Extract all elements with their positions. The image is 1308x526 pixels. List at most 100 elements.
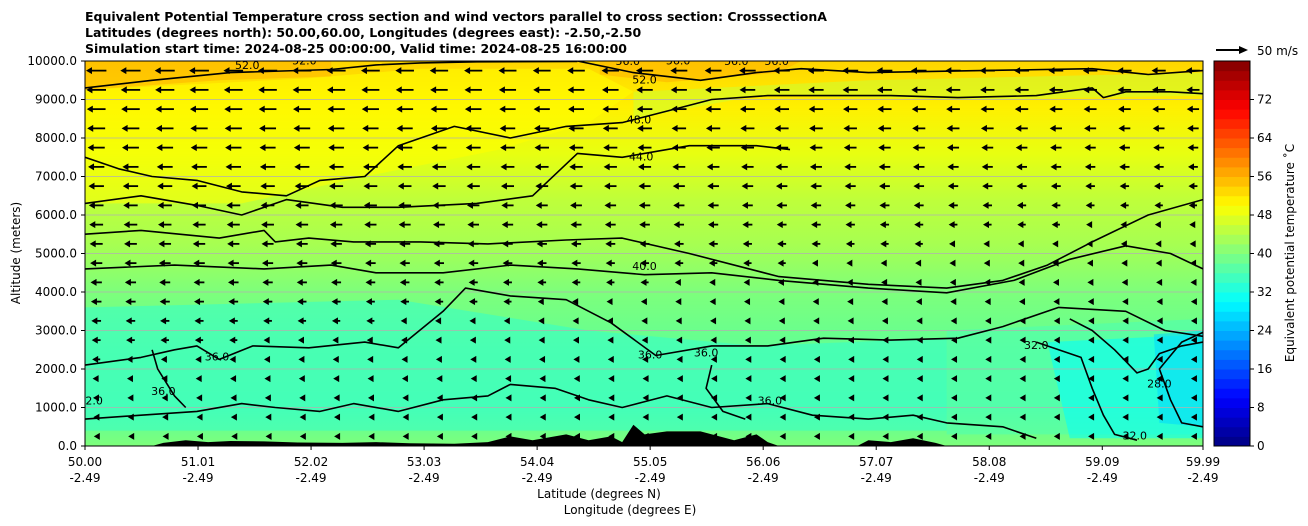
wind-vector: [569, 163, 583, 171]
wind-vector: [224, 124, 242, 132]
contour-label-5: 56.0: [764, 55, 789, 68]
wind-vector: [607, 355, 614, 363]
wind-vector: [1019, 413, 1026, 421]
wind-vector: [264, 355, 271, 363]
wind-vector: [1018, 259, 1025, 267]
wind-vector: [1052, 259, 1059, 267]
title-line-2: Latitudes (degrees north): 50.00,60.00, …: [85, 25, 642, 40]
x-tick-label-lon: -2.49: [861, 471, 892, 485]
colorbar-segment: [1214, 99, 1250, 110]
patch-56-mid: [599, 61, 802, 83]
wind-vector: [1190, 336, 1197, 344]
wind-vector: [230, 394, 237, 402]
contour-lines: [85, 61, 1203, 441]
wind-vector: [505, 432, 512, 440]
wind-vector: [1122, 317, 1129, 325]
wind-vector: [635, 67, 654, 75]
wind-vector: [602, 86, 619, 94]
wind-vector: [777, 240, 787, 248]
wind-vector: [1156, 375, 1163, 383]
wind-vector: [1122, 298, 1129, 306]
wind-vector: [536, 240, 547, 248]
wind-vector: [362, 124, 379, 132]
wind-vector: [813, 375, 820, 383]
wind-vector: [605, 259, 615, 267]
wind-vector: [950, 317, 957, 325]
wind-vector: [1188, 182, 1198, 190]
wind-vector: [671, 144, 686, 152]
wind-vector: [813, 432, 820, 440]
wind-vector: [844, 163, 857, 171]
wind-vector: [672, 163, 686, 171]
wind-vector: [191, 201, 207, 209]
wind-vector: [471, 394, 478, 402]
wind-vector: [916, 336, 923, 344]
wind-vector: [846, 278, 853, 286]
wind-vector: [984, 298, 991, 306]
wind-vector: [1050, 182, 1061, 190]
colorbar-segment: [1214, 70, 1250, 81]
wind-vector: [295, 240, 308, 248]
wind-vector: [876, 67, 893, 75]
wind-vector: [882, 432, 889, 440]
wind-vector: [122, 163, 139, 171]
wind-vector: [361, 105, 379, 113]
wind-vector: [1088, 432, 1095, 440]
wind-vector: [398, 201, 412, 209]
wind-vector: [914, 221, 924, 229]
wind-vector: [777, 259, 786, 267]
wind-vector: [812, 298, 819, 306]
wind-vector: [263, 336, 270, 344]
wind-vector: [879, 182, 890, 190]
colorbar-segment: [1214, 176, 1250, 187]
wind-vector: [882, 413, 889, 421]
wind-vector: [606, 317, 613, 325]
wind-vector: [845, 201, 856, 209]
wind-vector: [573, 375, 580, 383]
wind-vector: [154, 67, 175, 75]
contour-28: [1158, 331, 1203, 428]
wind-vector: [261, 240, 274, 248]
wind-vector: [536, 259, 547, 267]
contour-36: [85, 287, 1203, 366]
wind-vector: [1190, 278, 1197, 286]
contour-label-9: 40.0: [632, 260, 657, 273]
wind-vector: [741, 182, 754, 190]
wind-vector: [504, 355, 511, 363]
wind-vector: [915, 298, 922, 306]
wind-vector: [366, 336, 373, 344]
wind-vector: [195, 375, 202, 383]
wind-vector: [361, 86, 380, 94]
wind-vector: [848, 413, 855, 421]
wind-vector: [330, 259, 342, 267]
wind-vector: [877, 105, 892, 113]
wind-vector: [568, 124, 584, 132]
wind-vector: [1087, 278, 1094, 286]
wind-vector: [397, 182, 412, 190]
wind-vector: [674, 240, 684, 248]
wind-vector: [223, 67, 244, 75]
wind-vector: [121, 105, 140, 113]
wind-vector: [85, 67, 107, 75]
wind-vector: [1088, 375, 1095, 383]
wind-vector: [604, 201, 617, 209]
wind-vector: [260, 182, 275, 190]
wind-vector: [161, 394, 168, 402]
wind-vector: [1051, 221, 1060, 229]
x-tick-label-lat: 59.09: [1085, 455, 1119, 469]
wind-vector: [1190, 355, 1197, 363]
wind-vector: [740, 144, 755, 152]
wind-vector: [946, 124, 960, 132]
wind-vector: [126, 375, 133, 383]
wind-vector: [1121, 278, 1128, 286]
wind-vector: [574, 413, 581, 421]
wind-vector: [430, 105, 448, 113]
wind-vector: [810, 201, 822, 209]
wind-vector: [674, 259, 684, 267]
wind-vector: [1017, 221, 1026, 229]
x-tick-label-lon: -2.49: [296, 471, 327, 485]
wind-vector: [1152, 124, 1165, 132]
wind-vector: [740, 124, 755, 132]
wind-vector: [435, 355, 442, 363]
wind-vector: [128, 432, 135, 440]
